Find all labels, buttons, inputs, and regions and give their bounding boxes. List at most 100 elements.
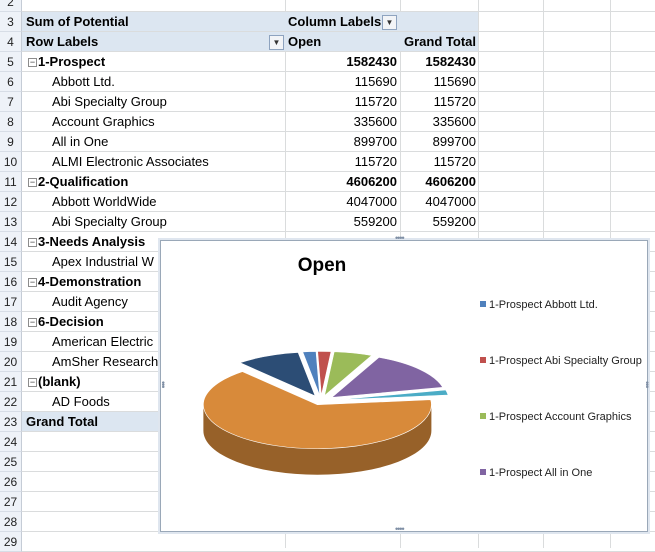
open-value-cell[interactable]: 899700 <box>353 134 397 149</box>
grand-total-cell[interactable]: 1582430 <box>425 54 476 69</box>
open-value-cell[interactable]: 335600 <box>353 114 397 129</box>
grand-total-cell[interactable]: 4606200 <box>425 174 476 189</box>
row-header[interactable]: 4 <box>0 32 22 52</box>
column-labels-header[interactable]: Column Labels <box>288 14 382 29</box>
row-header[interactable]: 25 <box>0 452 22 472</box>
collapse-minus-icon[interactable]: − <box>28 57 37 67</box>
open-value-cell[interactable]: 115720 <box>354 154 397 169</box>
pivot-row-item-label[interactable]: Abi Specialty Group <box>52 94 167 109</box>
resize-handle-left[interactable]: ••• <box>158 381 168 388</box>
grand-total-cell[interactable]: 115720 <box>433 94 476 109</box>
pie-slice[interactable] <box>330 357 444 398</box>
row-header[interactable]: 9 <box>0 132 22 152</box>
pivot-group-label[interactable]: 6-Decision <box>38 314 104 329</box>
collapse-minus-icon[interactable]: − <box>28 377 37 387</box>
row-header[interactable]: 15 <box>0 252 22 272</box>
pivot-row-item-label[interactable]: Apex Industrial W <box>52 254 154 269</box>
pivot-row-item-label[interactable]: ALMI Electronic Associates <box>52 154 209 169</box>
row-header[interactable]: 19 <box>0 332 22 352</box>
row-header[interactable]: 8 <box>0 112 22 132</box>
pie-slice[interactable] <box>317 351 332 396</box>
row-header[interactable]: 18 <box>0 312 22 332</box>
row-gridline <box>22 111 655 112</box>
collapse-minus-icon[interactable]: − <box>28 177 37 187</box>
grand-total-cell[interactable]: 899700 <box>432 134 476 149</box>
open-value-cell[interactable]: 115690 <box>354 74 397 89</box>
open-value-cell[interactable]: 559200 <box>353 214 397 229</box>
row-gridline <box>22 191 655 192</box>
row-header[interactable]: 13 <box>0 212 22 232</box>
row-header[interactable]: 21 <box>0 372 22 392</box>
resize-handle-right[interactable]: ••• <box>642 381 652 388</box>
pivot-row-item-label[interactable]: Abbott Ltd. <box>52 74 115 89</box>
row-header[interactable]: 3 <box>0 12 22 32</box>
row-header[interactable]: 20 <box>0 352 22 372</box>
row-header[interactable]: 29 <box>0 532 22 552</box>
grand-total-cell[interactable]: 4047000 <box>425 194 476 209</box>
grand-total-cell[interactable]: 559200 <box>432 214 476 229</box>
pie-slice[interactable] <box>239 352 316 397</box>
pie-slice[interactable] <box>203 371 432 450</box>
open-value-cell[interactable]: 1582430 <box>346 54 397 69</box>
row-header[interactable]: 23 <box>0 412 22 432</box>
collapse-minus-icon[interactable]: − <box>28 277 37 287</box>
pivot-row-item-label[interactable]: All in One <box>52 134 109 149</box>
pivot-row-item-label[interactable]: AmSher Research <box>52 354 159 369</box>
pivot-header-label[interactable]: Sum of Potential <box>26 14 129 29</box>
open-value-cell[interactable]: 4047000 <box>346 194 397 209</box>
grand-total-cell[interactable]: 115690 <box>433 74 476 89</box>
pivot-group-label[interactable]: 3-Needs Analysis <box>38 234 146 249</box>
row-header[interactable]: 5 <box>0 52 22 72</box>
row-header[interactable]: 11 <box>0 172 22 192</box>
legend-entry[interactable]: 1-Prospect All in One <box>480 465 649 481</box>
row-header[interactable]: 7 <box>0 92 22 112</box>
pivot-row-item-label[interactable]: AD Foods <box>52 394 110 409</box>
legend-entry[interactable]: 1-Prospect Abi Specialty Group <box>480 353 649 369</box>
collapse-minus-icon[interactable]: − <box>28 317 37 327</box>
row-gridline <box>22 91 655 92</box>
row-header[interactable]: 26 <box>0 472 22 492</box>
pivot-group-label[interactable]: (blank) <box>38 374 81 389</box>
row-header[interactable]: 14 <box>0 232 22 252</box>
row-header[interactable]: 22 <box>0 392 22 412</box>
row-header[interactable]: 28 <box>0 512 22 532</box>
row-gridline <box>22 171 655 172</box>
pie-chart-object[interactable]: Open 1-Prospect Abbott Ltd. 1-Prospect Ab… <box>158 233 652 534</box>
pivot-header-label[interactable]: Grand Total <box>26 414 98 429</box>
pie-slice[interactable] <box>324 351 373 397</box>
legend-entry[interactable]: 1-Prospect Account Graphics <box>480 409 649 425</box>
pivot-group-label[interactable]: 2-Qualification <box>38 174 129 189</box>
pie-slice[interactable] <box>334 389 449 401</box>
legend-entry[interactable]: 1-Prospect Abbott Ltd. <box>480 297 649 313</box>
resize-handle-bottom[interactable]: •••• <box>395 524 405 534</box>
pivot-header-label[interactable]: Row Labels <box>26 34 99 49</box>
row-header[interactable]: 12 <box>0 192 22 212</box>
grand-total-cell[interactable]: Grand Total <box>404 34 476 49</box>
row-header[interactable]: 17 <box>0 292 22 312</box>
row-gridline <box>22 151 655 152</box>
row-header[interactable]: 10 <box>0 152 22 172</box>
legend-label: 1-Prospect All in One <box>489 467 593 479</box>
resize-handle-top[interactable]: •••• <box>395 233 405 243</box>
row-filter-dropdown-icon[interactable]: ▼ <box>269 35 284 50</box>
pivot-group-label[interactable]: 1-Prospect <box>38 54 106 69</box>
open-value-cell[interactable]: 4606200 <box>346 174 397 189</box>
open-value-cell[interactable]: 115720 <box>354 94 397 109</box>
pivot-row-item-label[interactable]: Abbott WorldWide <box>52 194 157 209</box>
column-open-header[interactable]: Open <box>288 34 322 49</box>
row-header[interactable]: 16 <box>0 272 22 292</box>
pivot-row-item-label[interactable]: Abi Specialty Group <box>52 214 167 229</box>
row-header[interactable]: 24 <box>0 432 22 452</box>
grand-total-cell[interactable]: 115720 <box>433 154 476 169</box>
row-header[interactable]: 6 <box>0 72 22 92</box>
column-filter-dropdown-icon[interactable]: ▼ <box>382 15 397 30</box>
pivot-row-item-label[interactable]: American Electric <box>52 334 154 349</box>
pivot-row-item-label[interactable]: Audit Agency <box>52 294 128 309</box>
row-header[interactable]: 27 <box>0 492 22 512</box>
pie-slice[interactable] <box>302 351 321 396</box>
pivot-row-item-label[interactable]: Account Graphics <box>52 114 155 129</box>
grand-total-cell[interactable]: 335600 <box>432 114 476 129</box>
row-header[interactable]: 2 <box>0 0 22 12</box>
collapse-minus-icon[interactable]: − <box>28 237 37 247</box>
pivot-group-label[interactable]: 4-Demonstration <box>38 274 142 289</box>
